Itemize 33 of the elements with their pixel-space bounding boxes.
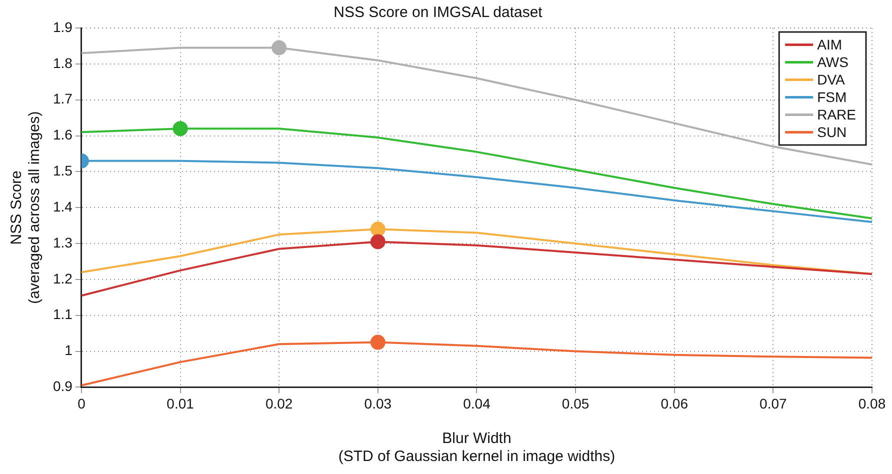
y-tick-label: 1.2 <box>52 270 73 286</box>
x-tick-label: 0.06 <box>660 395 688 412</box>
x-tick-label: 0 <box>78 395 86 412</box>
x-tick-label: 0.03 <box>364 395 392 412</box>
y-tick-label: 1.3 <box>52 234 73 250</box>
legend-label: FSM <box>817 89 847 106</box>
chart-title: NSS Score on IMGSAL dataset <box>334 4 544 22</box>
y-tick-label: 1.9 <box>52 18 73 35</box>
y-tick-label: 0.9 <box>52 378 73 394</box>
x-tick-label: 0.01 <box>166 395 194 412</box>
x-axis-title: Blur Width (STD of Gaussian kernel in image widths) <box>338 430 616 466</box>
legend-label: AIM <box>817 36 842 53</box>
y-tick-label: 1.5 <box>52 162 73 179</box>
x-tick-label: 0.07 <box>760 395 788 412</box>
point <box>272 40 287 56</box>
x-tick-label: 0.02 <box>265 395 293 412</box>
x-tick-label: 0.08 <box>858 395 886 412</box>
y-tick-label: 1.4 <box>52 198 73 214</box>
x-tick-label: 0.05 <box>562 395 590 412</box>
x-tick-label: 0.04 <box>463 395 491 412</box>
y-tick-label: 1.7 <box>52 90 73 107</box>
legend-label: RARE <box>817 106 856 123</box>
y-tick-label: 1.8 <box>52 54 73 71</box>
legend-label: DVA <box>817 72 846 88</box>
point <box>370 234 386 250</box>
y-axis-title: NSS Score (averaged across all images) <box>8 111 44 304</box>
legend-label: AWS <box>817 54 848 70</box>
y-tick-label: 1 <box>64 342 73 358</box>
point <box>370 222 386 237</box>
y-tick-label: 1.6 <box>52 126 73 143</box>
legend-label: SUN <box>817 124 847 140</box>
point <box>370 334 386 350</box>
y-tick-label: 1.1 <box>52 306 73 322</box>
